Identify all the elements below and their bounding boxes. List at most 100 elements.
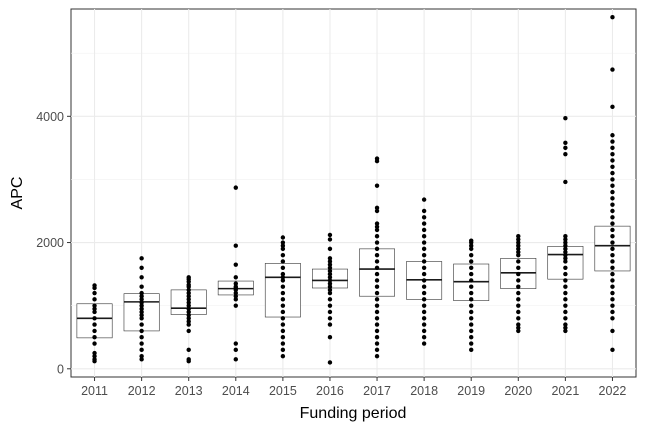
data-point-2021 (563, 179, 568, 185)
data-point-2016 (327, 290, 333, 296)
data-point-2018 (421, 246, 427, 252)
data-point-2016 (327, 335, 333, 340)
data-point-2011 (92, 297, 97, 302)
data-point-2022 (610, 133, 615, 138)
data-point-2014 (233, 243, 238, 248)
x-tick-label: 2022 (599, 384, 627, 398)
data-point-2018 (421, 316, 427, 321)
data-point-2013 (186, 312, 191, 318)
data-point-2012 (139, 294, 144, 299)
data-point-2016 (327, 237, 333, 242)
x-tick-label: 2021 (551, 384, 579, 398)
data-point-2022 (610, 265, 615, 270)
data-point-2019 (469, 290, 474, 296)
data-point-2020 (516, 240, 521, 245)
data-point-2017 (374, 246, 380, 252)
data-point-2022 (610, 303, 615, 308)
data-point-2016 (327, 256, 333, 261)
data-point-2016 (327, 297, 333, 302)
data-point-2013 (186, 287, 191, 293)
data-point-2017 (374, 322, 380, 327)
points-layer (92, 15, 615, 365)
box-2015 (264, 263, 301, 318)
data-point-2020 (516, 252, 521, 258)
data-point-2015 (280, 243, 286, 248)
data-point-2016 (327, 287, 333, 293)
data-point-2015 (280, 290, 286, 296)
data-point-2022 (610, 347, 615, 353)
axes-layer: 0 2000 4000 2011 2012 2013 2014 2015 2016 2017 201… (36, 110, 626, 398)
data-point-2021 (563, 259, 568, 264)
data-point-2018 (421, 284, 427, 289)
data-point-2013 (186, 347, 191, 353)
data-point-2011 (92, 350, 97, 356)
data-point-2011 (92, 290, 97, 296)
data-point-2017 (374, 158, 380, 164)
data-point-2017 (374, 240, 380, 245)
data-point-2015 (280, 259, 286, 264)
data-point-2013 (186, 297, 191, 302)
data-point-2013 (186, 328, 191, 334)
data-point-2014 (233, 357, 238, 362)
x-tick-label: 2011 (81, 384, 108, 398)
data-point-2022 (610, 145, 615, 151)
data-point-2014 (233, 275, 238, 280)
data-point-2018 (421, 234, 427, 239)
data-point-2016 (327, 275, 333, 280)
data-point-2011 (92, 341, 97, 346)
data-point-2015 (280, 278, 286, 283)
data-point-2022 (610, 67, 615, 72)
data-point-2019 (469, 243, 474, 248)
data-point-2021 (563, 243, 568, 248)
data-point-2012 (139, 265, 144, 270)
data-point-2015 (280, 265, 286, 270)
data-point-2011 (92, 335, 97, 340)
data-point-2014 (233, 297, 238, 302)
data-point-2020 (516, 297, 521, 302)
data-point-2012 (139, 256, 144, 261)
data-point-2015 (280, 246, 286, 252)
y-tick-label: 2000 (36, 236, 64, 250)
data-point-2020 (516, 290, 521, 296)
data-point-2012 (139, 328, 144, 334)
data-point-2022 (610, 278, 615, 283)
data-point-2022 (610, 215, 615, 220)
data-point-2022 (610, 271, 615, 277)
data-point-2014 (233, 303, 238, 308)
data-point-2019 (469, 240, 474, 245)
data-point-2012 (139, 297, 144, 302)
data-point-2018 (421, 297, 427, 302)
data-point-2016 (327, 281, 333, 286)
data-point-2015 (280, 235, 286, 240)
data-point-2019 (469, 259, 474, 264)
data-point-2016 (327, 246, 333, 252)
data-point-2022 (610, 104, 615, 110)
data-point-2019 (469, 309, 474, 315)
data-point-2022 (610, 202, 615, 207)
data-point-2022 (610, 177, 615, 182)
data-point-2015 (280, 341, 286, 346)
data-point-2022 (610, 227, 615, 233)
data-point-2020 (516, 278, 521, 283)
data-point-2017 (374, 297, 380, 302)
data-point-2019 (469, 341, 474, 346)
data-point-2018 (421, 215, 427, 220)
data-point-2012 (139, 353, 144, 359)
data-point-2013 (186, 284, 191, 289)
data-point-2020 (516, 265, 521, 270)
data-point-2011 (92, 328, 97, 334)
data-point-2017 (374, 234, 380, 239)
data-point-2018 (421, 322, 427, 327)
data-point-2015 (280, 252, 286, 258)
data-point-2014 (233, 262, 238, 267)
data-point-2021 (563, 278, 568, 283)
data-point-2012 (139, 335, 144, 340)
data-point-2020 (516, 322, 521, 327)
data-point-2016 (327, 303, 333, 308)
data-point-2020 (516, 259, 521, 264)
data-point-2014 (233, 281, 238, 286)
data-point-2014 (233, 185, 238, 190)
data-point-2019 (469, 271, 474, 277)
data-point-2016 (327, 259, 333, 264)
data-point-2018 (421, 290, 427, 296)
